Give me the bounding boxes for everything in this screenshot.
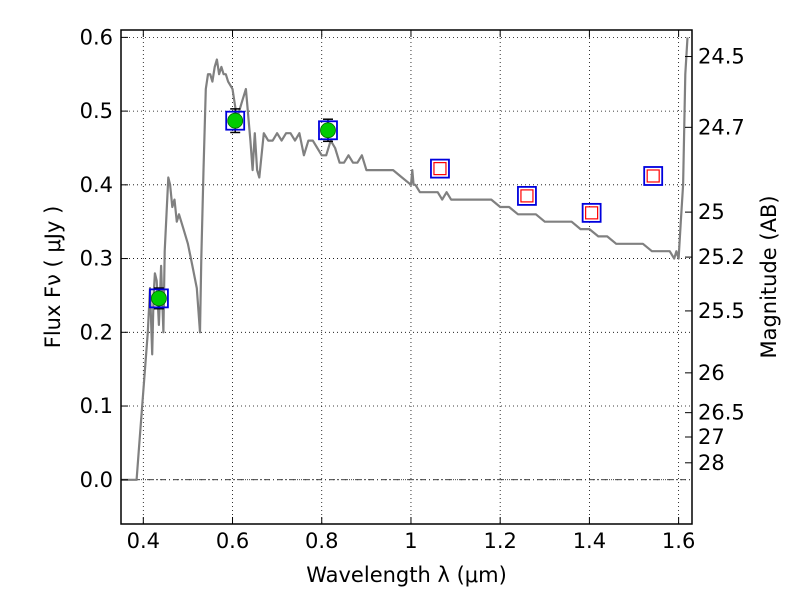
x-tick-label: 0.4 (127, 529, 160, 553)
x-tick-label: 1.6 (662, 529, 695, 553)
data-point (225, 108, 246, 134)
upper-limit-marker (646, 169, 660, 183)
model-flux-box (225, 110, 246, 131)
y-tick-label: 0.1 (80, 394, 113, 418)
data-point (318, 118, 338, 143)
data-point (430, 158, 450, 179)
y2-tick-label: 25.2 (698, 245, 745, 269)
y-tick-label: 0.0 (80, 468, 113, 492)
x-tick-label: 1.2 (483, 529, 516, 553)
x-tick-label: 0.8 (305, 529, 338, 553)
model-flux-box (430, 158, 450, 179)
data-point (643, 166, 664, 186)
x-tick-label: 0.6 (216, 529, 249, 553)
model-flux-box (581, 202, 602, 223)
y2-tick-label: 26 (698, 361, 725, 385)
y2-tick-label: 27 (698, 425, 725, 449)
observed-flux-marker (151, 290, 167, 307)
upper-limit-marker (433, 162, 447, 176)
model-flux-box (318, 120, 338, 141)
observed-flux-marker (320, 122, 336, 139)
y-tick-label: 0.6 (80, 25, 113, 49)
y2-tick-label: 26.5 (698, 401, 745, 425)
x-axis-label: Wavelength λ (μm) (306, 563, 507, 587)
y-tick-label: 0.3 (80, 247, 113, 271)
y2-tick-label: 24.7 (698, 115, 745, 139)
model-flux-box (643, 166, 664, 186)
y-tick-label: 0.2 (80, 320, 113, 344)
upper-limit-marker (520, 189, 534, 203)
upper-limit-marker (585, 206, 599, 220)
y-tick-label: 0.5 (80, 99, 113, 123)
model-spectrum-line (121, 37, 689, 481)
y2-axis-label: Magnitude (AB) (757, 195, 781, 358)
x-tick-label: 1.4 (573, 529, 606, 553)
data-point (581, 202, 602, 223)
observed-flux-marker (227, 112, 244, 129)
data-point (149, 287, 169, 310)
y-tick-layer: 0.0 0.1 0.2 0.3 0.4 0.5 0.6 (80, 25, 128, 492)
grid-layer (121, 30, 692, 524)
y2-tick-label: 25.5 (698, 299, 745, 323)
plot-frame (120, 29, 693, 525)
x-tick-label: 1 (404, 529, 417, 553)
x-tick-layer: 0.4 0.6 0.8 1 1.2 1.4 1.6 (127, 30, 695, 553)
model-flux-box (149, 288, 169, 309)
data-point (517, 185, 537, 206)
y2-tick-label: 28 (698, 451, 725, 475)
y2-tick-label: 24.5 (698, 45, 745, 69)
photometry-points-layer (149, 108, 664, 310)
model-spectrum-layer (121, 37, 689, 481)
y-tick-label: 0.4 (80, 173, 113, 197)
model-flux-box (517, 185, 537, 206)
y-axis-label: Flux Fν ( μJy ) (41, 206, 65, 349)
y2-tick-label: 25 (698, 200, 725, 224)
